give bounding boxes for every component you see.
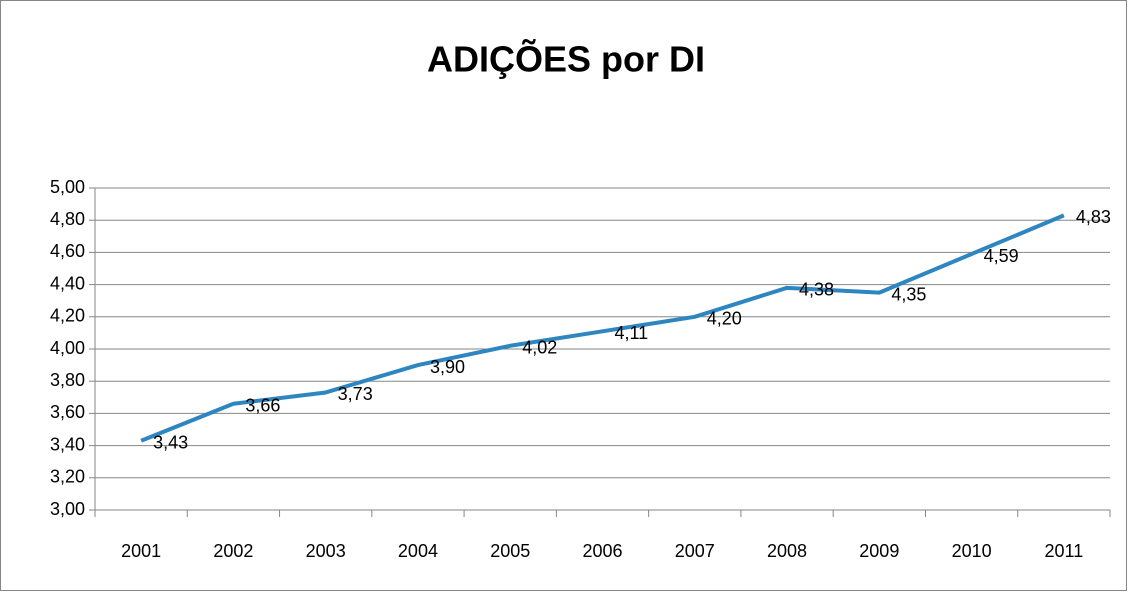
y-tick-label: 4,40 [50, 273, 85, 293]
y-tick-label: 3,00 [50, 499, 85, 519]
y-tick-label: 4,60 [50, 241, 85, 261]
y-tick-label: 3,80 [50, 370, 85, 390]
data-label: 4,59 [984, 246, 1019, 266]
data-label: 3,73 [338, 384, 373, 404]
data-label: 4,11 [615, 323, 649, 343]
x-tick-label: 2007 [675, 541, 715, 561]
data-label: 4,83 [1076, 207, 1111, 227]
y-tick-label: 3,60 [50, 402, 85, 422]
y-tick-label: 3,20 [50, 467, 85, 487]
x-tick-label: 2005 [490, 541, 530, 561]
y-tick-label: 4,00 [50, 338, 85, 358]
data-label: 3,43 [153, 433, 188, 453]
chart-title: ADIÇÕES por DI [427, 38, 705, 80]
data-label: 4,35 [891, 284, 926, 304]
x-tick-label: 2009 [859, 541, 899, 561]
y-tick-label: 3,40 [50, 434, 85, 454]
y-tick-label: 5,00 [50, 177, 85, 197]
y-tick-label: 4,80 [50, 209, 85, 229]
x-tick-label: 2001 [121, 541, 161, 561]
x-tick-label: 2006 [582, 541, 622, 561]
data-label: 4,20 [707, 309, 742, 329]
x-tick-label: 2008 [767, 541, 807, 561]
x-tick-label: 2010 [952, 541, 992, 561]
data-label: 4,38 [799, 280, 834, 300]
x-tick-label: 2003 [306, 541, 346, 561]
x-tick-label: 2002 [213, 541, 253, 561]
data-label: 3,90 [430, 357, 465, 377]
line-series [140, 213, 1065, 443]
x-tick-label: 2004 [398, 541, 438, 561]
y-tick-label: 4,20 [50, 306, 85, 326]
x-tick-label: 2011 [1045, 541, 1084, 561]
data-label: 4,02 [522, 338, 557, 358]
data-label: 3,66 [245, 395, 280, 415]
